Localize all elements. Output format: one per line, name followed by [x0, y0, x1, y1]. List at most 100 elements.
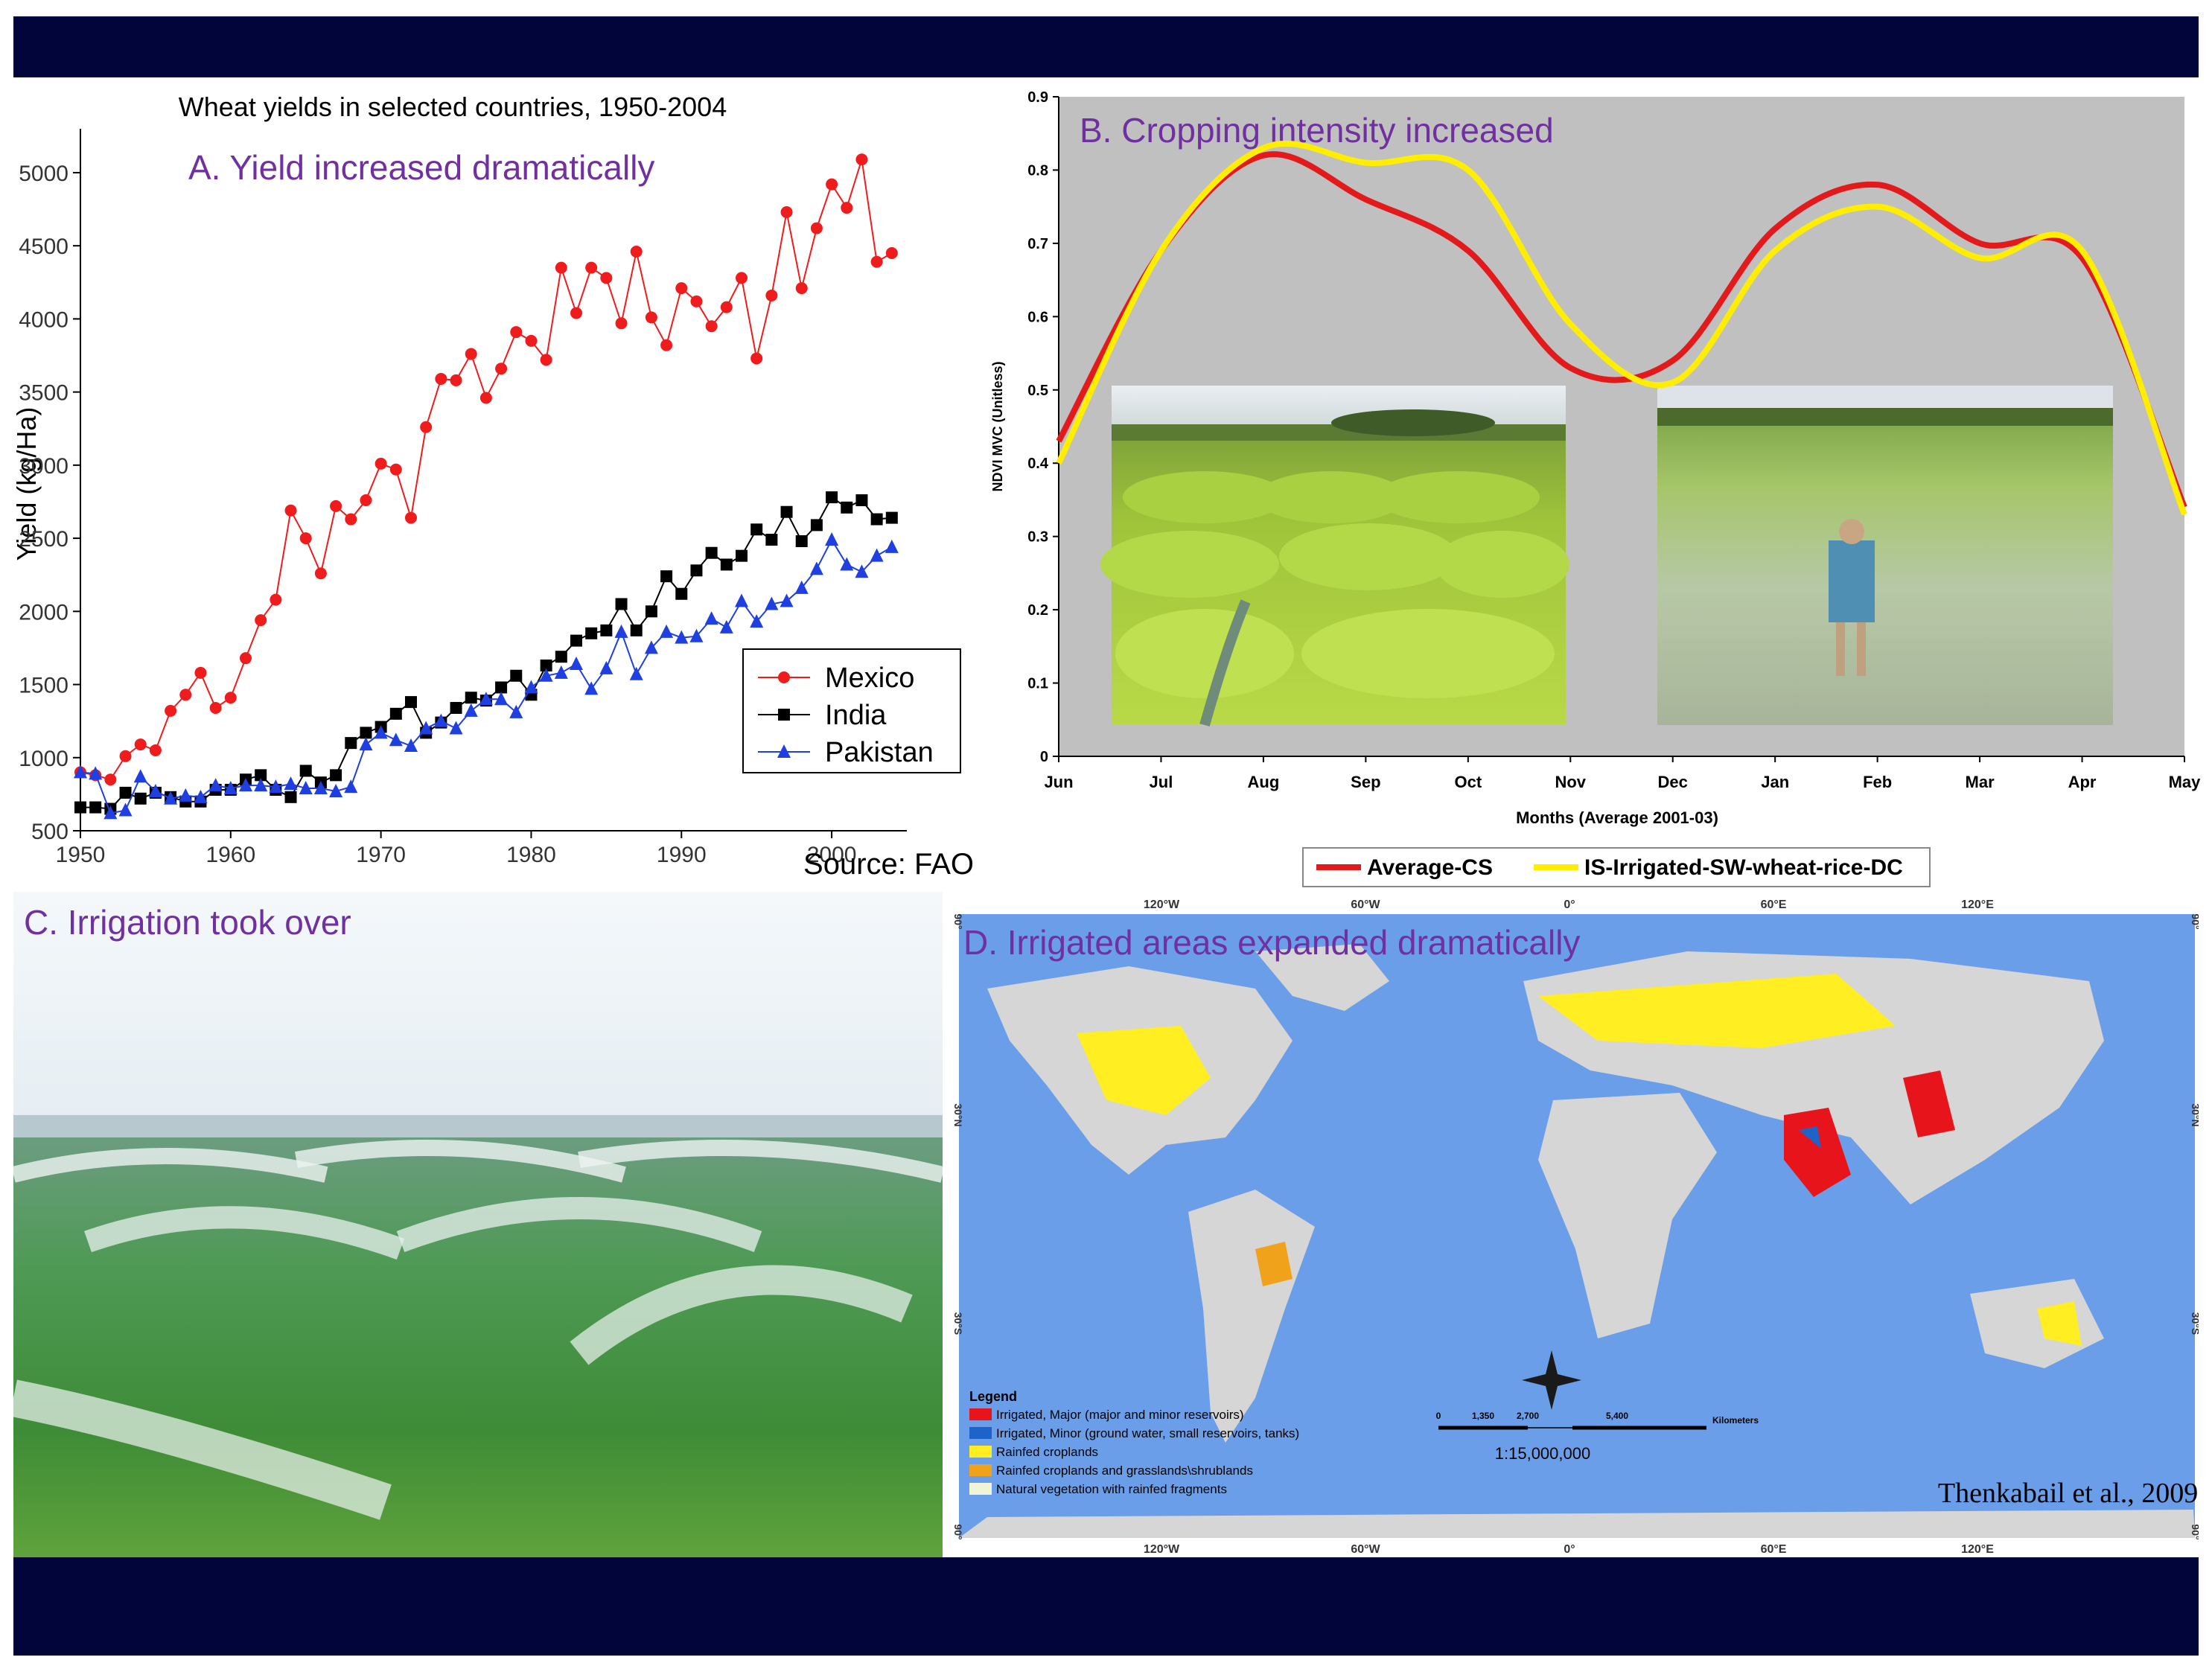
data-point [299, 765, 312, 777]
longitude-label: 60°E [1761, 1543, 1787, 1556]
latitude-label: 30°S [2190, 1312, 2199, 1335]
y-tick-label: 0.4 [1027, 456, 1049, 472]
y-tick-label: 2000 [19, 600, 68, 625]
legend-entry: Rainfed croplands and grasslands\shrubla… [996, 1463, 1253, 1478]
data-point [675, 587, 688, 600]
longitude-label: 120°E [1961, 898, 1994, 911]
data-point [464, 703, 478, 717]
x-tick-label: Mar [1966, 773, 1995, 791]
data-point [194, 789, 208, 803]
data-point [570, 634, 582, 647]
data-point [360, 727, 372, 739]
compass-rose-icon [1522, 1350, 1581, 1410]
data-point [630, 624, 643, 636]
longitude-label: 0° [1564, 1543, 1575, 1556]
data-point [510, 326, 523, 339]
y-tick-label: 0.7 [1027, 236, 1048, 252]
data-point [405, 696, 417, 709]
data-point [539, 668, 553, 682]
y-axis-label: Yield (kg/Ha) [13, 407, 42, 561]
data-point [495, 363, 508, 375]
x-tick-label: Jun [1044, 773, 1073, 791]
y-tick-label: 0.2 [1027, 602, 1048, 619]
y-tick-label: 0.9 [1027, 89, 1048, 106]
y-tick-label: 4000 [19, 307, 68, 332]
data-point [389, 463, 402, 476]
data-point [134, 792, 147, 805]
x-tick-label: Oct [1454, 773, 1482, 791]
data-point [870, 255, 883, 268]
data-point [885, 511, 898, 524]
data-point [554, 665, 568, 679]
data-point [450, 701, 462, 714]
data-point [479, 392, 492, 404]
legend: Average-CS IS-Irrigated-SW-wheat-rice-DC [1302, 847, 1931, 887]
data-point [329, 783, 343, 797]
y-tick-label: 4500 [19, 234, 68, 259]
legend-entry: Irrigated, Major (major and minor reserv… [996, 1408, 1244, 1422]
data-point [179, 788, 193, 802]
data-point [584, 681, 599, 695]
data-point [826, 491, 838, 504]
data-point [330, 769, 342, 782]
data-point [885, 246, 898, 259]
data-point [736, 549, 748, 562]
x-tick-label: Feb [1863, 773, 1892, 791]
data-point [795, 535, 808, 548]
data-point [104, 773, 117, 786]
y-tick-label: 3000 [19, 454, 68, 479]
data-point [389, 732, 403, 747]
data-point [255, 614, 267, 627]
data-point [825, 532, 839, 546]
bottom-banner [13, 1557, 2199, 1656]
data-point [270, 593, 282, 606]
map-legend: Legend Irrigated, Major (major and minor… [969, 1389, 1299, 1496]
series-pakistan [74, 532, 899, 820]
x-axis-label: Months (Average 2001-03) [1516, 808, 1718, 827]
latitude-label: 90° [2190, 913, 2199, 929]
longitude-label: 120°W [1144, 1543, 1180, 1556]
data-point [494, 692, 509, 706]
data-point [765, 534, 778, 546]
scale-tick-label: 2,700 [1517, 1411, 1539, 1421]
data-point [720, 301, 733, 313]
data-point [615, 317, 628, 330]
data-point [465, 692, 477, 704]
legend-entry: Mexico [825, 663, 914, 694]
longitude-label: 120°E [1961, 1543, 1994, 1556]
data-point [119, 750, 132, 762]
data-point [450, 374, 462, 386]
data-point [778, 709, 790, 721]
x-tick-label: 1950 [56, 843, 106, 867]
wheat-yield-chart: Wheat yields in selected countries, 1950… [11, 92, 974, 881]
data-point [314, 567, 327, 580]
longitude-label: 0° [1564, 898, 1575, 911]
data-point [165, 704, 177, 717]
data-point [705, 320, 718, 333]
data-point [599, 660, 613, 674]
data-point [690, 564, 703, 577]
data-point [855, 564, 869, 578]
data-point [284, 504, 297, 517]
data-point [795, 282, 808, 295]
y-tick-label: 3500 [19, 381, 68, 406]
data-point [555, 261, 567, 274]
y-tick-label: 0.1 [1027, 676, 1048, 692]
data-point [524, 680, 538, 694]
x-tick-label: Nov [1555, 773, 1586, 791]
data-point [269, 779, 283, 794]
data-point [841, 501, 853, 514]
data-point [794, 580, 809, 594]
data-point [74, 765, 87, 779]
legend-swatch [969, 1446, 992, 1458]
data-point [103, 805, 118, 820]
panel-a-wheat-yields: Wheat yields in selected countries, 1950… [11, 80, 981, 892]
data-point [870, 513, 883, 526]
legend: Mexico India Pakistan [742, 648, 961, 773]
x-tick-label: 1960 [205, 843, 255, 867]
data-point [720, 558, 733, 571]
data-point [254, 778, 268, 792]
longitude-label: 60°W [1351, 1543, 1380, 1556]
data-point [359, 737, 373, 751]
data-point [570, 657, 583, 671]
